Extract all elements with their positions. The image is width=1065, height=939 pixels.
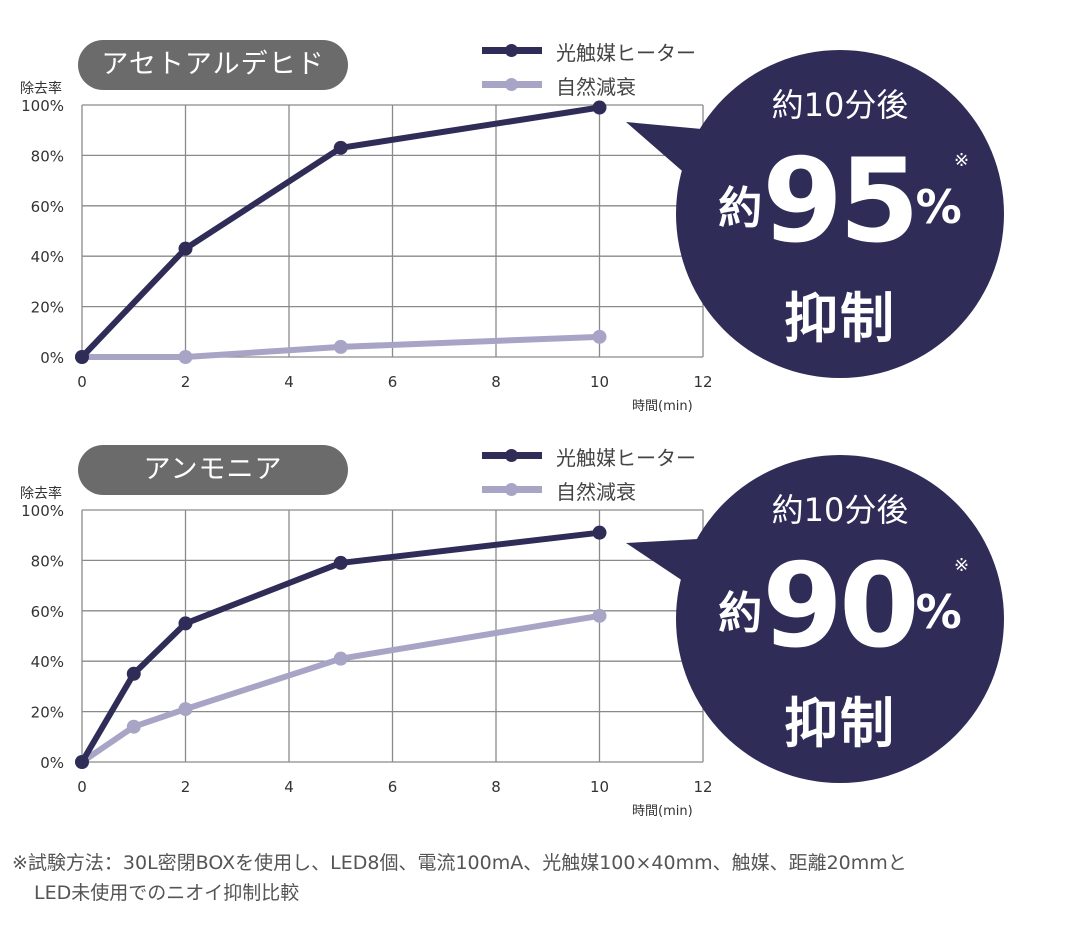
result-circle: 約10分後 約90% ※ 抑制 — [676, 455, 1004, 783]
data-point — [178, 241, 193, 256]
callout-prefix: 約 — [718, 183, 763, 234]
data-point — [592, 329, 607, 344]
callout-value-line: 約90% — [676, 539, 1004, 679]
callout-value-line: 約95% — [676, 134, 1004, 274]
chart-title-pill: アセトアルデヒド — [78, 40, 348, 90]
y-tick-label: 60% — [31, 603, 64, 621]
y-tick-label: 60% — [31, 198, 64, 216]
data-point — [333, 651, 348, 666]
callout-value: 90 — [762, 539, 919, 674]
data-point — [126, 666, 141, 681]
legend-item-natural-decay: 自然減衰 — [482, 68, 696, 102]
data-point — [75, 350, 89, 364]
callout-mark: ※ — [954, 150, 970, 171]
y-tick-label: 20% — [31, 704, 64, 722]
legend-item-photocatalyst: 光触媒ヒーター — [482, 34, 696, 68]
x-tick-label: 12 — [693, 778, 712, 796]
chart-panel-ammonia: アンモニア 光触媒ヒーター 自然減衰 除去率 0 2 4 6 8 10 12 0% 20% 40%… — [0, 405, 1065, 825]
legend-swatch-natural-decay — [482, 68, 542, 102]
result-callout: 約10分後 約90% ※ 抑制 — [624, 455, 1024, 795]
y-tick-label: 100% — [21, 97, 64, 115]
x-tick-label: 4 — [284, 373, 294, 391]
legend: 光触媒ヒーター 自然減衰 — [482, 439, 696, 507]
footnote: ※試験方法：30L密閉BOXを使用し、LED8個、電流100mA、光触媒100×… — [12, 848, 1052, 908]
y-tick-label: 80% — [31, 552, 64, 570]
result-circle: 約10分後 約95% ※ 抑制 — [676, 50, 1004, 378]
line-chart: 0 2 4 6 8 10 12 0% 20% 40% 60% 80% 100% — [21, 502, 712, 796]
legend-swatch-natural-decay — [482, 473, 542, 507]
x-tick-label: 8 — [491, 778, 501, 796]
callout-unit: % — [915, 585, 962, 639]
legend-item-photocatalyst: 光触媒ヒーター — [482, 439, 696, 473]
x-tick-label: 2 — [181, 373, 191, 391]
callout-value: 95 — [762, 134, 919, 269]
data-point — [333, 339, 348, 354]
y-tick-label: 80% — [31, 147, 64, 165]
y-tick-label: 0% — [40, 754, 64, 772]
callout-head: 約10分後 — [771, 491, 909, 529]
x-axis-label: 時間(min) — [632, 399, 693, 414]
data-point — [592, 525, 607, 540]
callout-prefix: 約 — [718, 588, 763, 639]
legend: 光触媒ヒーター 自然減衰 — [482, 34, 696, 102]
chart-panel-acetaldehyde: アセトアルデヒド 光触媒ヒーター 自然減衰 除去率 0 2 4 6 8 10 12 0% 20%… — [0, 0, 1065, 420]
series-line-natural-decay — [79, 612, 603, 765]
series-line-natural-decay — [79, 333, 603, 360]
data-point — [592, 608, 607, 623]
legend-label: 自然減衰 — [556, 74, 636, 99]
x-tick-label: 0 — [77, 373, 87, 391]
x-tick-label: 6 — [388, 778, 398, 796]
legend-item-natural-decay: 自然減衰 — [482, 473, 696, 507]
data-point — [178, 350, 193, 364]
result-callout: 約10分後 約95% ※ 抑制 — [624, 50, 1024, 390]
data-point — [333, 555, 348, 570]
x-tick-label: 10 — [590, 373, 609, 391]
callout-tail: 抑制 — [784, 287, 896, 350]
legend-label: 光触媒ヒーター — [556, 445, 696, 470]
data-point — [592, 100, 607, 115]
x-tick-label: 8 — [491, 373, 501, 391]
y-tick-label: 100% — [21, 502, 64, 520]
legend-swatch-photocatalyst — [482, 439, 542, 473]
y-axis-label: 除去率 — [20, 81, 62, 97]
x-tick-label: 12 — [693, 373, 712, 391]
y-tick-label: 40% — [31, 653, 64, 671]
chart-title-pill: アンモニア — [78, 445, 348, 495]
legend-swatch-photocatalyst — [482, 34, 542, 68]
callout-head: 約10分後 — [771, 86, 909, 124]
data-point — [178, 702, 193, 717]
y-axis-label: 除去率 — [20, 486, 62, 502]
y-tick-label: 40% — [31, 248, 64, 266]
callout-unit: % — [915, 180, 962, 234]
line-chart: 0 2 4 6 8 10 12 0% 20% 40% 60% 80% 100% — [21, 97, 712, 391]
footnote-line-1: ※試験方法：30L密閉BOXを使用し、LED8個、電流100mA、光触媒100×… — [12, 852, 907, 874]
y-tick-label: 0% — [40, 349, 64, 367]
legend-label: 自然減衰 — [556, 479, 636, 504]
data-point — [178, 616, 193, 631]
callout-tail: 抑制 — [784, 692, 896, 755]
data-point — [333, 140, 348, 155]
x-axis-label: 時間(min) — [632, 804, 693, 819]
x-tick-label: 4 — [284, 778, 294, 796]
x-tick-label: 6 — [388, 373, 398, 391]
data-point — [75, 755, 89, 769]
legend-label: 光触媒ヒーター — [556, 40, 696, 65]
y-tick-label: 20% — [31, 299, 64, 317]
x-tick-label: 0 — [77, 778, 87, 796]
x-tick-label: 10 — [590, 778, 609, 796]
callout-mark: ※ — [954, 555, 970, 576]
data-point — [126, 719, 141, 734]
x-tick-label: 2 — [181, 778, 191, 796]
series-line-photocatalyst — [79, 104, 603, 360]
footnote-line-2: LED未使用でのニオイ抑制比較 — [34, 882, 300, 904]
